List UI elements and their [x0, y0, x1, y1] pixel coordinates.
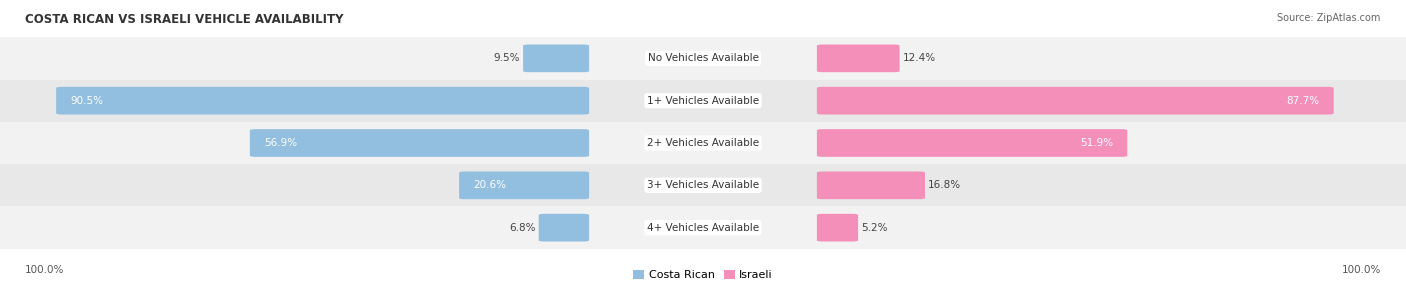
- FancyBboxPatch shape: [460, 172, 589, 199]
- FancyBboxPatch shape: [523, 45, 589, 72]
- Text: 51.9%: 51.9%: [1080, 138, 1114, 148]
- Legend: Costa Rican, Israeli: Costa Rican, Israeli: [633, 270, 773, 281]
- Text: COSTA RICAN VS ISRAELI VEHICLE AVAILABILITY: COSTA RICAN VS ISRAELI VEHICLE AVAILABIL…: [25, 13, 344, 26]
- Text: 2+ Vehicles Available: 2+ Vehicles Available: [647, 138, 759, 148]
- Text: 6.8%: 6.8%: [509, 223, 536, 233]
- Text: 4+ Vehicles Available: 4+ Vehicles Available: [647, 223, 759, 233]
- FancyBboxPatch shape: [817, 87, 1334, 114]
- Text: 87.7%: 87.7%: [1286, 96, 1320, 106]
- Bar: [0, 37, 1406, 80]
- Text: No Vehicles Available: No Vehicles Available: [648, 53, 758, 63]
- Text: 90.5%: 90.5%: [70, 96, 103, 106]
- Text: 16.8%: 16.8%: [928, 180, 960, 190]
- FancyBboxPatch shape: [817, 45, 900, 72]
- Bar: [0, 206, 1406, 249]
- Text: Source: ZipAtlas.com: Source: ZipAtlas.com: [1277, 13, 1381, 23]
- Text: 100.0%: 100.0%: [25, 265, 65, 275]
- FancyBboxPatch shape: [538, 214, 589, 241]
- FancyBboxPatch shape: [250, 129, 589, 157]
- Text: 100.0%: 100.0%: [1341, 265, 1381, 275]
- Text: 20.6%: 20.6%: [474, 180, 506, 190]
- Text: 5.2%: 5.2%: [860, 223, 887, 233]
- FancyBboxPatch shape: [817, 172, 925, 199]
- Text: 9.5%: 9.5%: [494, 53, 520, 63]
- FancyBboxPatch shape: [817, 214, 858, 241]
- Text: 12.4%: 12.4%: [903, 53, 935, 63]
- Bar: [0, 80, 1406, 122]
- FancyBboxPatch shape: [817, 129, 1128, 157]
- Text: 56.9%: 56.9%: [264, 138, 297, 148]
- Bar: [0, 164, 1406, 206]
- Text: 1+ Vehicles Available: 1+ Vehicles Available: [647, 96, 759, 106]
- Bar: [0, 122, 1406, 164]
- Text: 3+ Vehicles Available: 3+ Vehicles Available: [647, 180, 759, 190]
- FancyBboxPatch shape: [56, 87, 589, 114]
